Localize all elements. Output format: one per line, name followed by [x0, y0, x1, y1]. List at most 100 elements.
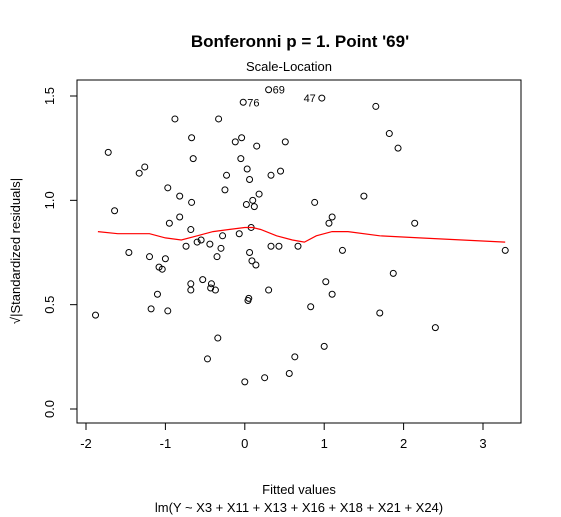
point-labels: 69 47 76	[247, 85, 316, 110]
data-point	[104, 148, 112, 156]
chart-subtitle: Scale-Location	[246, 59, 332, 74]
data-point	[182, 242, 190, 250]
data-point	[147, 305, 155, 313]
data-point	[267, 242, 275, 250]
data-point	[325, 219, 333, 227]
x-tick-label: 0	[241, 436, 248, 451]
data-point	[250, 203, 258, 211]
data-point	[239, 98, 247, 106]
data-point	[237, 155, 245, 163]
data-point	[294, 242, 302, 250]
data-point	[187, 280, 195, 288]
data-point	[188, 198, 196, 206]
x-axis: -2 -1 0 1 2 3	[80, 422, 487, 451]
data-point	[248, 257, 256, 265]
model-formula-label: lm(Y ~ X3 + X11 + X13 + X16 + X18 + X21 …	[155, 500, 443, 515]
data-point	[265, 86, 273, 94]
data-point	[242, 201, 250, 209]
data-point	[203, 355, 211, 363]
data-point	[328, 290, 336, 298]
data-point	[267, 171, 275, 179]
data-point	[307, 303, 315, 311]
data-point	[161, 255, 169, 263]
data-point	[265, 286, 273, 294]
x-tick-label: -2	[80, 436, 92, 451]
data-point	[291, 353, 299, 361]
data-point	[320, 342, 328, 350]
data-point	[187, 226, 195, 234]
data-point	[111, 207, 119, 215]
y-tick-label: 1.0	[42, 191, 57, 209]
x-axis-label: Fitted values	[262, 482, 336, 497]
data-point	[206, 240, 214, 248]
data-point	[231, 138, 239, 146]
data-point	[311, 198, 319, 206]
data-point	[215, 115, 223, 123]
smoother-line	[97, 226, 506, 243]
data-point	[207, 280, 215, 288]
data-point	[223, 171, 231, 179]
data-point	[171, 115, 179, 123]
data-point	[164, 307, 172, 315]
point-label: 69	[273, 85, 285, 97]
x-tick-label: 2	[400, 436, 407, 451]
x-tick-label: -1	[160, 436, 172, 451]
x-tick-label: 1	[321, 436, 328, 451]
point-label: 76	[247, 97, 259, 109]
data-point	[176, 213, 184, 221]
data-point	[217, 244, 225, 252]
data-point	[189, 155, 197, 163]
data-point	[338, 246, 346, 254]
plot-frame	[76, 79, 522, 424]
data-point	[193, 238, 201, 246]
data-point	[253, 142, 261, 150]
data-point	[246, 249, 254, 256]
data-point	[277, 167, 285, 175]
data-point	[249, 196, 257, 204]
y-axis: 0.0 0.5 1.0 1.5	[42, 87, 78, 418]
data-point	[165, 219, 173, 227]
data-point	[385, 130, 393, 138]
data-point	[176, 192, 184, 200]
data-point	[255, 190, 263, 198]
data-point	[211, 286, 219, 294]
data-point	[261, 374, 269, 382]
data-point	[285, 370, 293, 378]
chart-title: Bonferonni p = 1. Point '69'	[191, 32, 409, 51]
y-tick-label: 1.5	[42, 87, 57, 105]
data-point	[360, 192, 368, 200]
data-point	[197, 236, 205, 244]
data-points	[92, 86, 509, 386]
data-point	[238, 134, 246, 142]
data-point	[141, 163, 149, 171]
data-point	[275, 242, 283, 250]
data-point	[235, 230, 243, 238]
data-point	[219, 232, 227, 240]
y-tick-label: 0.5	[42, 296, 57, 314]
y-axis-label: √|Standardized residuals|	[8, 178, 23, 324]
data-point	[394, 144, 402, 152]
data-point	[389, 269, 397, 277]
data-point	[318, 94, 326, 102]
x-tick-label: 3	[479, 436, 486, 451]
data-point	[411, 219, 419, 227]
data-point	[372, 102, 380, 110]
data-point	[164, 184, 172, 192]
data-point	[92, 311, 100, 319]
point-label: 47	[304, 93, 316, 105]
data-point	[125, 249, 133, 256]
data-point	[187, 286, 195, 294]
data-point	[199, 276, 207, 284]
data-point	[246, 175, 254, 183]
data-point	[245, 294, 253, 302]
data-point	[158, 265, 166, 273]
data-point	[281, 138, 289, 146]
y-tick-label: 0.0	[42, 400, 57, 418]
data-point	[213, 253, 221, 261]
data-point	[188, 134, 196, 142]
data-point	[146, 253, 154, 261]
data-point	[221, 186, 229, 194]
data-point	[243, 165, 251, 173]
data-point	[501, 246, 509, 254]
